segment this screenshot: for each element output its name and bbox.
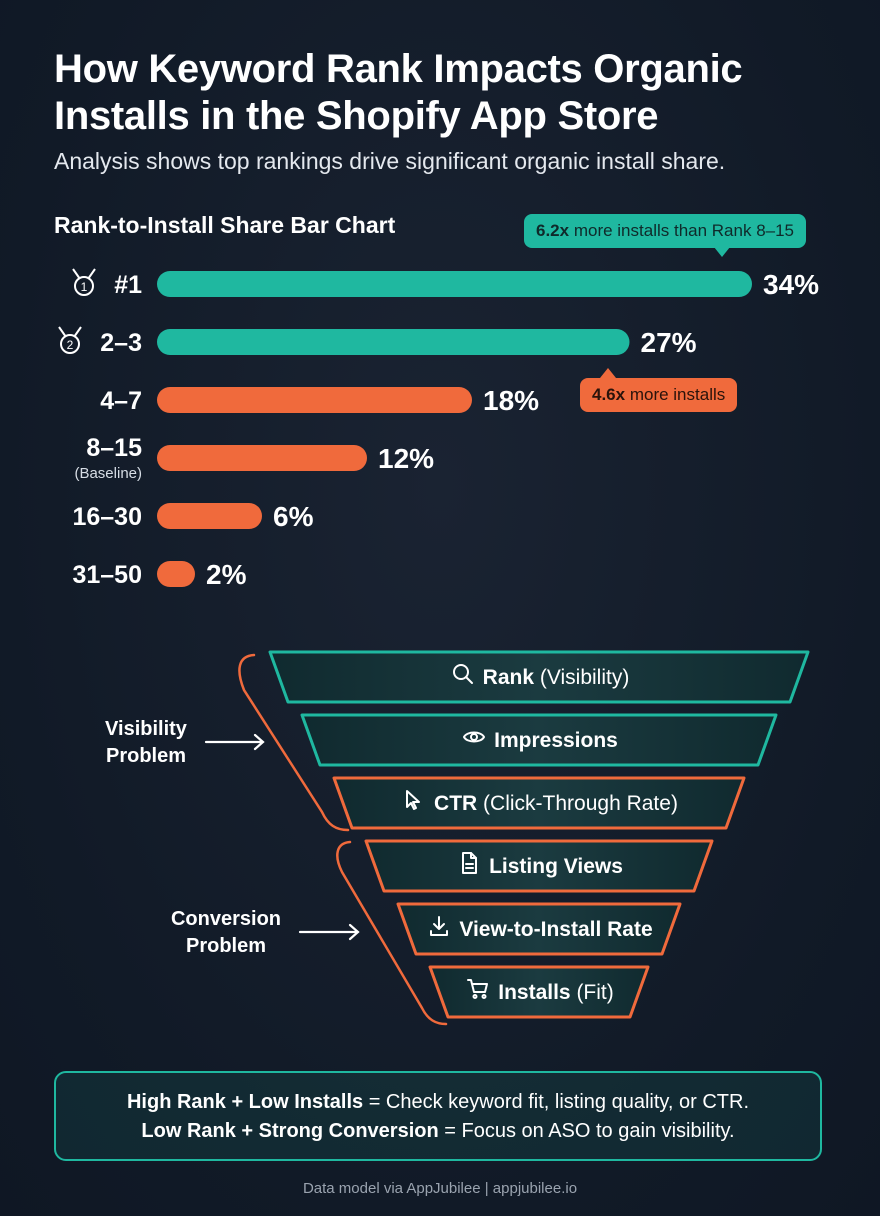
svg-text:2: 2 [67, 338, 74, 352]
category-note: (Baseline) [74, 465, 142, 482]
category-label: 16–30 [72, 503, 142, 531]
bar-0 [157, 271, 752, 297]
page-title: How Keyword Rank Impacts Organic Install… [54, 47, 743, 138]
bar-value-label: 12% [378, 443, 434, 474]
summary-line-2: Low Rank + Strong Conversion = Focus on … [56, 1117, 820, 1146]
callout-rank1-text: more installs than Rank 8–15 [573, 221, 795, 240]
funnel-stage-3 [364, 839, 714, 893]
cursor-icon [402, 788, 426, 821]
callout-rank1: 6.2x more installs than Rank 8–15 [524, 214, 807, 257]
bar-2 [157, 387, 472, 413]
visibility-problem-line1: Visibility [105, 718, 187, 740]
summary-box: High Rank + Low Installs = Check keyword… [54, 1071, 822, 1161]
category-label: 2–3 [100, 329, 142, 357]
arrow-right-icon [298, 923, 360, 941]
bar-chart: 34% #1 1 27% 2–3 2 18% 4–7 12% 8–15 (Baseline) 6% 16… [58, 268, 819, 590]
bar-1 [157, 329, 630, 355]
summary-line-1-bold: High Rank + Low Installs [126, 1091, 364, 1113]
stage-detail: (Visibility) [534, 666, 630, 690]
conversion-problem-line2: Problem [185, 935, 267, 957]
bar-5 [157, 561, 195, 587]
document-icon [457, 851, 481, 884]
bar-value-label: 18% [483, 385, 539, 416]
chart-title: Rank-to-Install Share Bar Chart [54, 212, 396, 238]
eye-icon [462, 725, 486, 758]
conversion-bracket [336, 840, 448, 1026]
stage-detail: (Fit) [570, 981, 614, 1005]
summary-line-2-bold: Low Rank + Strong Conversion [141, 1120, 439, 1142]
conversion-problem-label: Conversion Problem [158, 906, 294, 960]
funnel-stage-4 [396, 902, 682, 956]
cart-icon [466, 977, 490, 1010]
download-icon [427, 914, 451, 947]
medal-2-icon: 2 [58, 326, 82, 354]
summary-line-1: High Rank + Low Installs = Check keyword… [56, 1088, 820, 1117]
funnel-stage-1 [300, 713, 778, 767]
funnel-stage-label: CTR (Click-Through Rate) [270, 788, 810, 818]
funnel-stage-label: Rank (Visibility) [270, 662, 810, 692]
callout-rank2-text: more installs [629, 385, 726, 404]
visibility-problem-label: Visibility Problem [86, 716, 206, 770]
footer-credit: Data model via AppJubilee | appjubilee.i… [302, 1180, 578, 1197]
summary-line-1-rest: = Check keyword fit, listing quality, or… [363, 1091, 750, 1113]
funnel-stage-label: Installs (Fit) [270, 977, 810, 1007]
search-icon [451, 662, 475, 695]
arrow-right-icon [204, 733, 265, 751]
stage-name: Listing Views [489, 855, 623, 879]
summary-line-2-rest: = Focus on ASO to gain visibility. [438, 1120, 735, 1142]
funnel-stage-label: View-to-Install Rate [270, 914, 810, 944]
callout-rank1-multiplier: 6.2x [536, 221, 570, 240]
conversion-problem-line1: Conversion [170, 908, 282, 930]
bar-value-label: 2% [206, 559, 247, 590]
stage-name: Impressions [494, 729, 618, 753]
funnel-stage-5 [428, 965, 650, 1019]
category-label: 31–50 [72, 561, 142, 589]
funnel-stage-label: Impressions [270, 725, 810, 755]
callout-rank2: 4.6x more installs [580, 368, 738, 412]
medal-1-icon: 1 [72, 268, 96, 296]
svg-text:1: 1 [81, 280, 88, 294]
funnel-stage-2 [332, 776, 746, 830]
visibility-problem-line2: Problem [105, 745, 187, 767]
stage-name: View-to-Install Rate [459, 918, 653, 942]
bar-3 [157, 445, 367, 471]
page-subtitle: Analysis shows top rankings drive signif… [54, 148, 726, 174]
bar-value-label: 34% [763, 269, 819, 300]
bar-value-label: 27% [641, 327, 697, 358]
callout-rank2-multiplier: 4.6x [592, 385, 626, 404]
funnel-diagram [204, 650, 810, 1026]
bar-value-label: 6% [273, 501, 314, 532]
category-label: 4–7 [100, 387, 142, 415]
stage-name: CTR [434, 792, 478, 816]
stage-name: Installs [498, 981, 571, 1005]
category-label: #1 [114, 271, 142, 299]
visibility-bracket [238, 653, 350, 832]
funnel-stage-label: Listing Views [270, 851, 810, 881]
stage-detail: (Click-Through Rate) [477, 792, 678, 816]
category-label: 8–15 [86, 434, 142, 462]
stage-name: Rank [482, 666, 535, 690]
funnel-stage-0 [268, 650, 810, 704]
bar-4 [157, 503, 262, 529]
